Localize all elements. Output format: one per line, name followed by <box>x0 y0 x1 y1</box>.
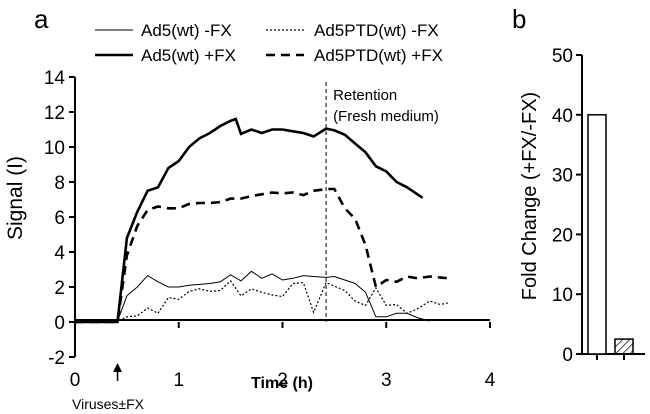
x-tick-label: 0 <box>70 370 81 391</box>
y-axis-ticks: -2 0 2 4 6 8 10 12 14 <box>44 68 75 369</box>
bar-y-tick-label: 30 <box>552 166 573 187</box>
x-tick-label: 2 <box>277 370 288 391</box>
y-tick-label: 0 <box>54 313 65 334</box>
panel-label-a: a <box>34 4 49 34</box>
x-tick-label: 3 <box>381 370 392 391</box>
bar-y-tick-label: 10 <box>552 285 573 306</box>
series-line-ptd-plus <box>75 187 449 324</box>
bar-ad5 <box>587 114 607 355</box>
x-axis-title: Time (h) <box>251 375 313 392</box>
legend: Ad5(wt) -FX Ad5(wt) +FX Ad5PTD(wt) -FX A… <box>95 21 443 65</box>
bar-y-tick-label: 20 <box>552 225 573 246</box>
bar-chart-bars <box>587 114 634 360</box>
legend-label-ptd-minus: Ad5PTD(wt) -FX <box>314 21 439 40</box>
y-tick-label: 14 <box>44 68 66 89</box>
bar-ad5ptd <box>614 338 634 355</box>
series-line-ad5-minus <box>75 270 430 323</box>
panel-label-b: b <box>512 4 526 34</box>
y-axis-title: Signal (I) <box>4 156 27 240</box>
series-line-ad5-plus <box>75 117 424 324</box>
bar-y-tick-label: 0 <box>562 345 573 366</box>
bar-y-tick-label: 40 <box>552 106 573 127</box>
y-tick-label: -2 <box>48 348 65 369</box>
series-line-ptd-minus <box>75 279 449 323</box>
bar-y-tick-label: 50 <box>552 46 573 67</box>
bar-y-axis-title: Fold Change (+FX/-FX) <box>519 92 541 300</box>
y-tick-label: 8 <box>54 173 65 194</box>
legend-label-ptd-plus: Ad5PTD(wt) +FX <box>314 46 443 65</box>
y-tick-label: 12 <box>44 103 65 124</box>
retention-sublabel: (Fresh medium) <box>333 108 439 125</box>
virus-addition-arrow <box>113 363 123 381</box>
y-tick-label: 10 <box>44 138 65 159</box>
y-tick-label: 4 <box>54 243 65 264</box>
virus-addition-label: Viruses±FX <box>72 396 145 412</box>
retention-label: Retention <box>333 87 397 104</box>
y-tick-label: 6 <box>54 208 65 229</box>
legend-label-ad5-minus: Ad5(wt) -FX <box>141 21 232 40</box>
x-tick-label: 1 <box>173 370 184 391</box>
bar-y-axis-ticks: 0 10 20 30 40 50 <box>552 46 582 366</box>
x-tick-label: 4 <box>485 370 496 391</box>
y-tick-label: 2 <box>54 278 65 299</box>
legend-label-ad5-plus: Ad5(wt) +FX <box>141 46 236 65</box>
